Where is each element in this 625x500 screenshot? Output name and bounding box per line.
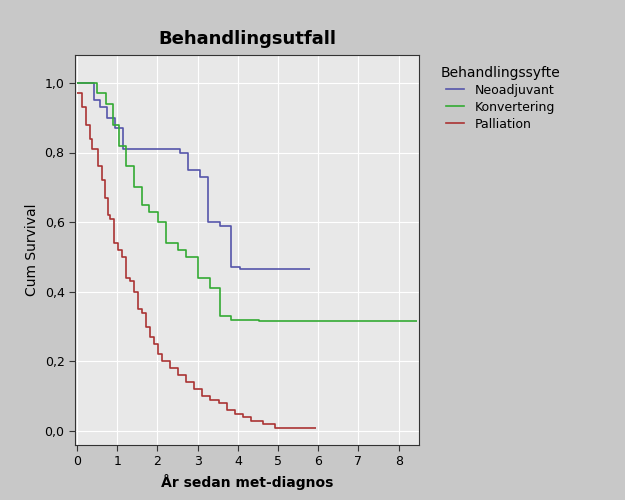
Konvertering (174, 247, 182, 253)
Neoadjuvant (196, 167, 203, 173)
Konvertering (109, 122, 117, 128)
Neoadjuvant (119, 146, 127, 152)
Konvertering (138, 184, 146, 190)
Konvertering (122, 142, 130, 148)
Konvertering (122, 164, 130, 170)
Neoadjuvant (196, 174, 203, 180)
Palliation (101, 178, 109, 184)
Neoadjuvant (97, 98, 104, 103)
Konvertering (227, 313, 234, 319)
Konvertering (116, 142, 123, 148)
Konvertering (102, 101, 110, 107)
Konvertering (182, 254, 190, 260)
Neoadjuvant (184, 167, 191, 173)
Neoadjuvant (216, 222, 224, 228)
Konvertering (138, 202, 146, 207)
Neoadjuvant (227, 222, 234, 228)
Neoadjuvant (111, 125, 119, 131)
Neoadjuvant (176, 150, 183, 156)
Neoadjuvant (111, 114, 119, 120)
Konvertering (182, 247, 190, 253)
Konvertering (216, 286, 224, 292)
Neoadjuvant (90, 98, 98, 103)
Konvertering (93, 90, 101, 96)
Konvertering (154, 208, 162, 214)
Neoadjuvant (227, 264, 234, 270)
Konvertering (154, 219, 162, 225)
Line: Palliation: Palliation (77, 94, 316, 427)
Konvertering (146, 208, 153, 214)
Konvertering (194, 275, 201, 281)
Konvertering (131, 164, 138, 170)
Konvertering (116, 122, 123, 128)
Konvertering (93, 80, 101, 86)
X-axis label: År sedan met-diagnos: År sedan met-diagnos (161, 474, 333, 490)
Neoadjuvant (259, 266, 266, 272)
Neoadjuvant (236, 264, 244, 270)
Palliation (151, 334, 158, 340)
Konvertering (102, 90, 110, 96)
Neoadjuvant (216, 219, 224, 225)
Konvertering (413, 318, 421, 324)
Konvertering (194, 254, 201, 260)
Neoadjuvant (204, 174, 211, 180)
Neoadjuvant (184, 150, 191, 156)
Neoadjuvant (236, 266, 244, 272)
Konvertering (207, 286, 214, 292)
Y-axis label: Cum Survival: Cum Survival (25, 204, 39, 296)
Konvertering (174, 240, 182, 246)
Line: Konvertering: Konvertering (77, 83, 417, 322)
Palliation (86, 122, 94, 128)
Konvertering (255, 316, 262, 322)
Konvertering (73, 80, 81, 86)
Neoadjuvant (90, 80, 98, 86)
Konvertering (109, 101, 117, 107)
Line: Neoadjuvant: Neoadjuvant (77, 83, 310, 269)
Neoadjuvant (176, 146, 183, 152)
Konvertering (162, 240, 170, 246)
Neoadjuvant (97, 104, 104, 110)
Palliation (122, 254, 130, 260)
Konvertering (131, 184, 138, 190)
Konvertering (227, 316, 234, 322)
Konvertering (216, 313, 224, 319)
Palliation (271, 424, 279, 430)
Neoadjuvant (73, 80, 81, 86)
Konvertering (267, 318, 274, 324)
Neoadjuvant (259, 266, 266, 272)
Neoadjuvant (103, 114, 111, 120)
Konvertering (267, 318, 274, 324)
Palliation (73, 90, 81, 96)
Neoadjuvant (204, 219, 211, 225)
Palliation (138, 306, 146, 312)
Neoadjuvant (119, 125, 127, 131)
Konvertering (255, 318, 262, 324)
Konvertering (207, 275, 214, 281)
Konvertering (162, 219, 170, 225)
Title: Behandlingsutfall: Behandlingsutfall (158, 30, 336, 48)
Palliation (312, 424, 320, 430)
Palliation (207, 393, 214, 399)
Konvertering (146, 202, 153, 207)
Neoadjuvant (306, 266, 314, 272)
Neoadjuvant (103, 104, 111, 110)
Legend: Neoadjuvant, Konvertering, Palliation: Neoadjuvant, Konvertering, Palliation (435, 61, 565, 136)
